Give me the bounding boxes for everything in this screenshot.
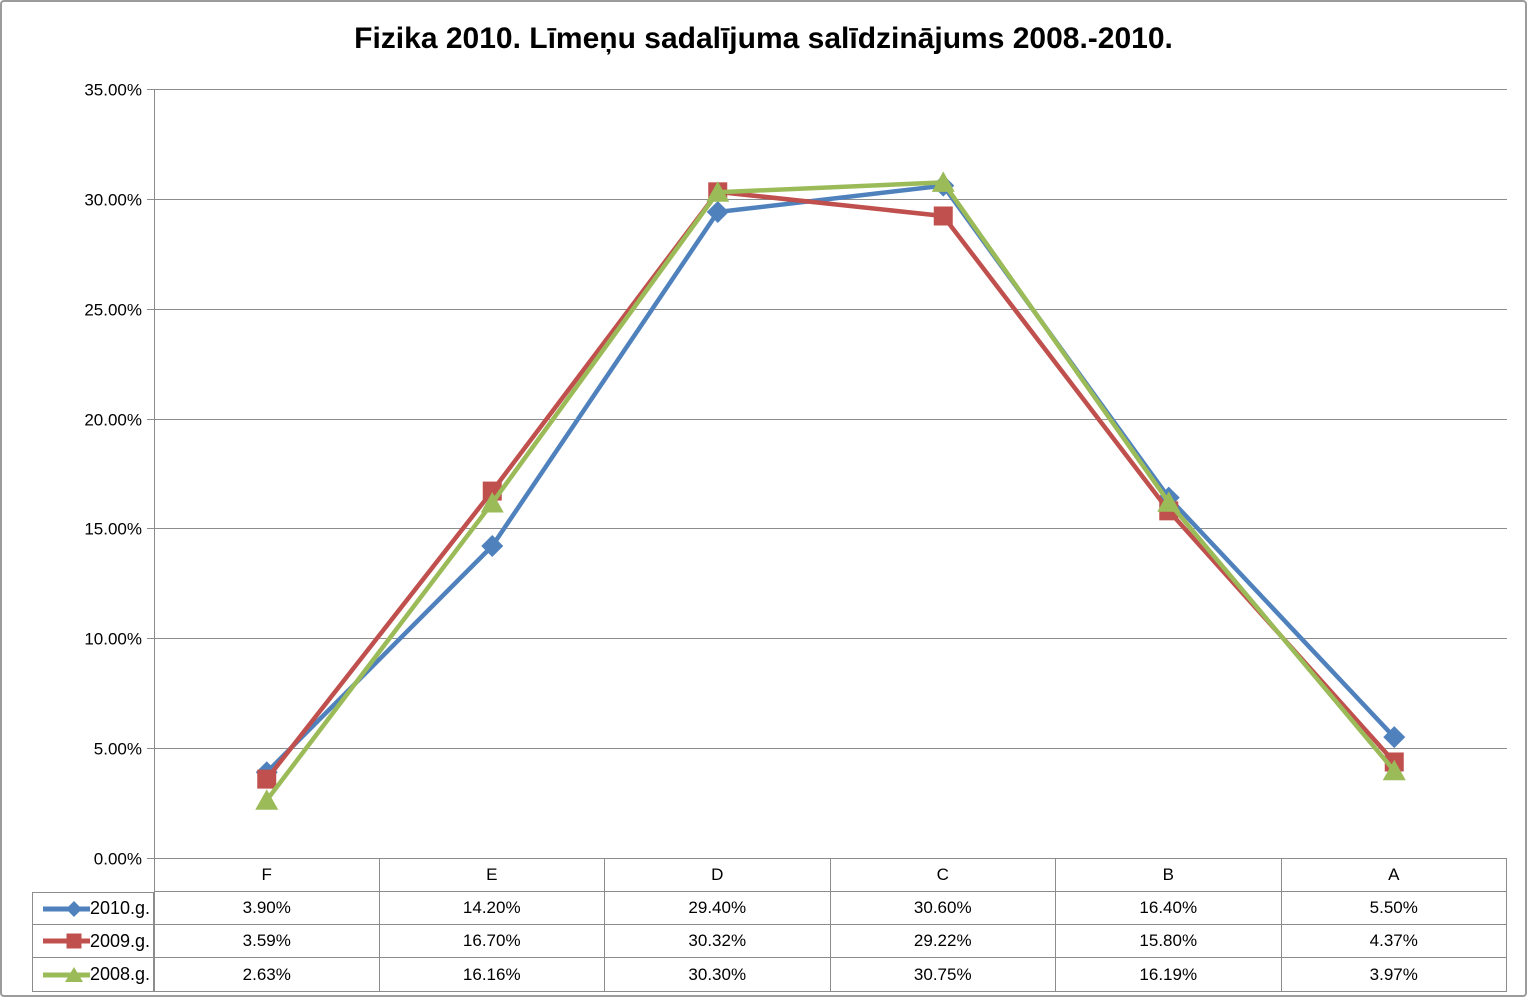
table-corner-spacer	[32, 858, 154, 892]
y-axis-tick-label: 25.00%	[84, 301, 142, 320]
table-cell-2010g-E: 14.20%	[379, 892, 605, 925]
legend-label: 2009.g.	[89, 930, 150, 951]
diamond-marker-icon	[43, 900, 90, 917]
table-cell-2008g-C: 30.75%	[830, 958, 1056, 992]
data-point-marker	[706, 201, 729, 224]
table-cell-2010g-C: 30.60%	[830, 892, 1056, 925]
data-point-marker	[481, 535, 504, 558]
table-cell-2010g-D: 29.40%	[605, 892, 831, 925]
chart-title: Fizika 2010. Līmeņu sadalījuma salīdzinā…	[354, 22, 1173, 55]
data-point-marker	[1157, 491, 1181, 512]
triangle-marker-icon	[43, 966, 90, 982]
data-point-marker	[1383, 726, 1406, 749]
table-cell-2009g-E: 16.70%	[379, 925, 605, 958]
table-cell-2008g-A: 3.97%	[1281, 958, 1507, 992]
legend-key-2008g: 2008.g.	[32, 958, 154, 992]
data-point-marker	[931, 171, 955, 192]
y-axis-tick-label: 0.00%	[94, 850, 142, 869]
category-header-B: B	[1056, 858, 1282, 892]
square-marker-icon	[43, 933, 90, 949]
data-point-marker	[706, 181, 730, 202]
y-axis-tick-label: 35.00%	[84, 81, 142, 100]
y-axis-tick-label: 10.00%	[84, 630, 142, 649]
y-axis-tick-label: 20.00%	[84, 411, 142, 430]
data-point-marker	[1382, 759, 1406, 781]
series-line-2008g	[264, 180, 1396, 802]
data-table: F E D C B A 2010.g. 3.90% 14.20% 29.40% 30.60% 16.4…	[32, 858, 1507, 992]
category-header-A: A	[1281, 858, 1507, 892]
category-header-D: D	[605, 858, 831, 892]
y-axis-tick-label: 30.00%	[84, 191, 142, 210]
y-axis-tick-label: 15.00%	[84, 520, 142, 539]
data-point-marker	[480, 491, 504, 513]
category-header-E: E	[379, 858, 605, 892]
table-cell-2010g-A: 5.50%	[1281, 892, 1507, 925]
legend-key-2010g: 2010.g.	[32, 892, 154, 925]
table-cell-2009g-D: 30.32%	[605, 925, 831, 958]
legend-label: 2010.g.	[89, 898, 150, 918]
category-header-C: C	[830, 858, 1056, 892]
table-cell-2010g-F: 3.90%	[154, 892, 380, 925]
table-cell-2009g-F: 3.59%	[154, 925, 380, 958]
category-header-F: F	[154, 858, 380, 892]
series-line-2010g	[265, 183, 1396, 774]
table-cell-2009g-C: 29.22%	[830, 925, 1056, 958]
table-cell-2008g-E: 16.16%	[379, 958, 605, 992]
series-line-2009g	[264, 189, 1396, 781]
table-cell-2010g-B: 16.40%	[1056, 892, 1282, 925]
table-cell-2008g-D: 30.30%	[605, 958, 831, 992]
y-axis-tick-label: 5.00%	[94, 740, 142, 759]
legend-label: 2008.g.	[89, 964, 150, 984]
data-point-marker	[257, 769, 277, 789]
table-cell-2008g-B: 16.19%	[1056, 958, 1282, 992]
data-point-marker	[255, 789, 279, 810]
table-cell-2009g-A: 4.37%	[1281, 925, 1507, 958]
table-cell-2008g-F: 2.63%	[154, 958, 380, 992]
data-point-marker	[933, 206, 953, 226]
table-cell-2009g-B: 15.80%	[1056, 925, 1282, 958]
legend-key-2009g: 2009.g.	[32, 925, 154, 958]
